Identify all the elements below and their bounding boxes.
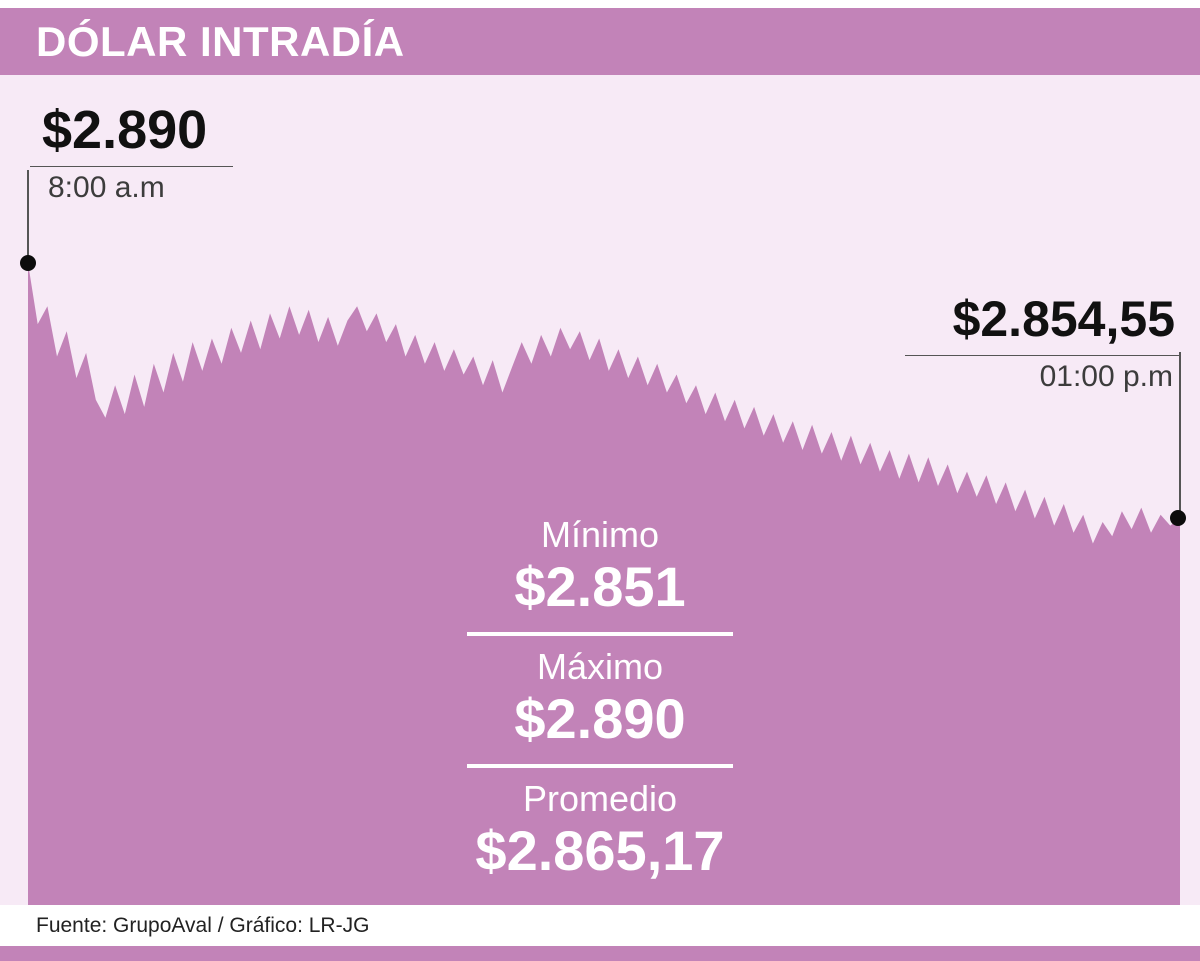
stat-avg-label: Promedio [522, 777, 678, 819]
start-connector-line [27, 170, 29, 264]
stat-max-value: $2.890 [514, 687, 686, 751]
page-title: DÓLAR INTRADÍA [36, 18, 405, 65]
source-text: Fuente: GrupoAval / Gráfico: LR-JG [36, 914, 370, 937]
start-annotation: $2.890 8:00 a.m [30, 102, 234, 205]
stats-overlay: Mínimo $2.851 Máximo $2.890 Promedio $2.… [380, 514, 820, 883]
stats-divider [467, 763, 733, 768]
bottom-bar [0, 946, 1200, 961]
start-point-dot [20, 255, 36, 271]
stat-avg-value: $2.865,17 [475, 818, 725, 882]
end-annotation: $2.854,55 01:00 p.m [905, 292, 1181, 394]
end-value: $2.854,55 [905, 292, 1181, 356]
end-time: 01:00 p.m [1039, 360, 1173, 393]
start-value: $2.890 [30, 102, 234, 167]
end-point-dot [1170, 510, 1186, 526]
intraday-area-chart [28, 263, 1180, 905]
stat-min-label: Mínimo [540, 514, 660, 555]
end-connector-line [1179, 352, 1181, 518]
stat-max-label: Máximo [536, 645, 664, 687]
stats-divider [467, 631, 733, 636]
start-time: 8:00 a.m [48, 170, 165, 204]
footer-strip: Fuente: GrupoAval / Gráfico: LR-JG [0, 905, 1200, 946]
stat-min-value: $2.851 [514, 555, 686, 619]
header-bar: DÓLAR INTRADÍA [0, 8, 1200, 75]
